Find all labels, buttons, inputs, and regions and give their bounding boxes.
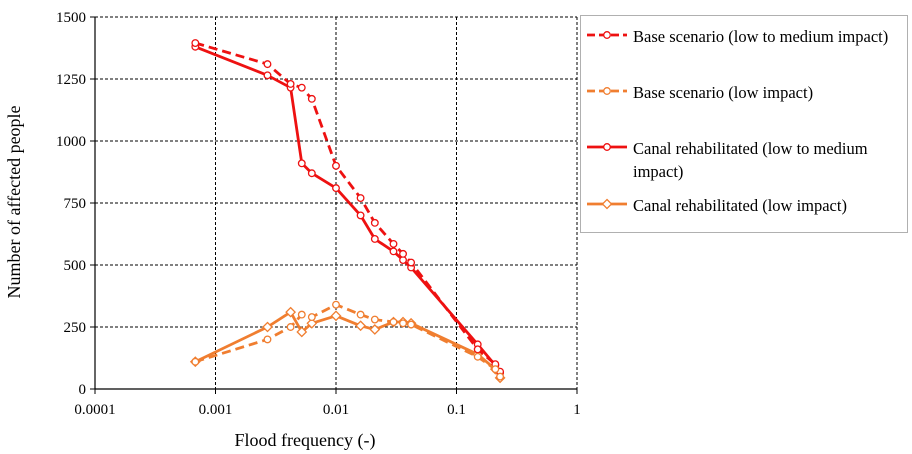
- data-point: [307, 169, 316, 178]
- series-group: [189, 306, 506, 384]
- data-point: [407, 258, 416, 267]
- data-point: [263, 71, 272, 80]
- data-point: [286, 323, 295, 331]
- series-line: [194, 41, 502, 373]
- y-tick-label: 0: [79, 382, 87, 398]
- data-point: [399, 319, 407, 328]
- data-point: [307, 94, 316, 103]
- x-tick-label: 0.01: [323, 402, 349, 418]
- data-point: [332, 184, 340, 193]
- y-axis-title: Number of affected people: [4, 105, 24, 298]
- y-tick-label: 250: [64, 320, 87, 336]
- data-point: [191, 39, 200, 47]
- y-tick-label: 500: [64, 258, 87, 274]
- data-point: [603, 31, 611, 39]
- data-point: [496, 372, 505, 381]
- data-point: [355, 320, 367, 332]
- axes: [90, 16, 578, 394]
- data-point: [285, 306, 297, 318]
- data-point: [332, 161, 340, 170]
- y-tick-label: 1000: [56, 134, 86, 150]
- data-point: [356, 194, 365, 202]
- legend: Base scenario (low to medium impact) Base…: [580, 15, 908, 233]
- data-point: [263, 60, 272, 69]
- data-point: [370, 315, 379, 324]
- data-point: [296, 326, 308, 338]
- data-point: [356, 310, 365, 319]
- chart: 0 250 500 750 1000 1250 1500 0.0001 0.001 0.01 0.1…: [4, 10, 580, 451]
- data-point: [603, 143, 611, 151]
- y-tick-label: 1500: [56, 10, 86, 26]
- data-point: [297, 159, 306, 168]
- data-point: [307, 313, 316, 322]
- grid: [95, 16, 578, 389]
- data-point: [286, 80, 295, 88]
- x-tick-label: 0.001: [199, 402, 233, 418]
- data-point: [297, 310, 306, 319]
- data-point: [356, 211, 365, 220]
- data-point: [263, 335, 272, 344]
- data-point: [297, 83, 306, 92]
- x-axis-title: Flood frequency (-): [235, 430, 376, 451]
- legend-swatch: [587, 87, 627, 95]
- series-group: [191, 42, 505, 377]
- data-point: [399, 249, 407, 258]
- legend-swatch: [587, 143, 627, 151]
- data-point: [491, 365, 500, 374]
- data-point: [262, 321, 273, 333]
- data-point: [473, 345, 482, 354]
- y-tick-label: 1250: [56, 72, 86, 88]
- data-point: [389, 239, 398, 248]
- legend-label: Canal rehabilitated (low impact): [633, 196, 847, 215]
- series-group: [191, 300, 505, 381]
- x-tick-label: 0.1: [447, 402, 466, 418]
- data-point: [330, 310, 342, 322]
- data-point: [389, 247, 398, 256]
- data-point: [191, 357, 200, 366]
- y-tick-label: 750: [64, 196, 87, 212]
- data-point: [332, 300, 340, 309]
- tick-labels: 0 250 500 750 1000 1250 1500 0.0001 0.001 0.01 0.1…: [56, 10, 580, 418]
- data-point: [601, 198, 613, 210]
- data-point: [370, 235, 379, 243]
- legend-label: Canal rehabilitated (low to medium impac…: [633, 139, 868, 181]
- series-layer: [189, 39, 506, 384]
- data-point: [603, 87, 611, 95]
- series-line: [194, 45, 502, 374]
- legend-label: Base scenario (low impact): [633, 83, 814, 102]
- data-point: [407, 320, 416, 329]
- x-tick-label: 0.0001: [74, 402, 115, 418]
- data-point: [473, 352, 482, 361]
- data-point: [389, 318, 398, 326]
- legend-swatch: [587, 198, 627, 210]
- x-tick-label: 1: [573, 402, 580, 418]
- data-point: [369, 324, 381, 335]
- legend-label: Base scenario (low to medium impact): [633, 27, 889, 46]
- legend-swatch: [587, 31, 627, 39]
- data-point: [306, 317, 318, 329]
- data-point: [370, 218, 379, 227]
